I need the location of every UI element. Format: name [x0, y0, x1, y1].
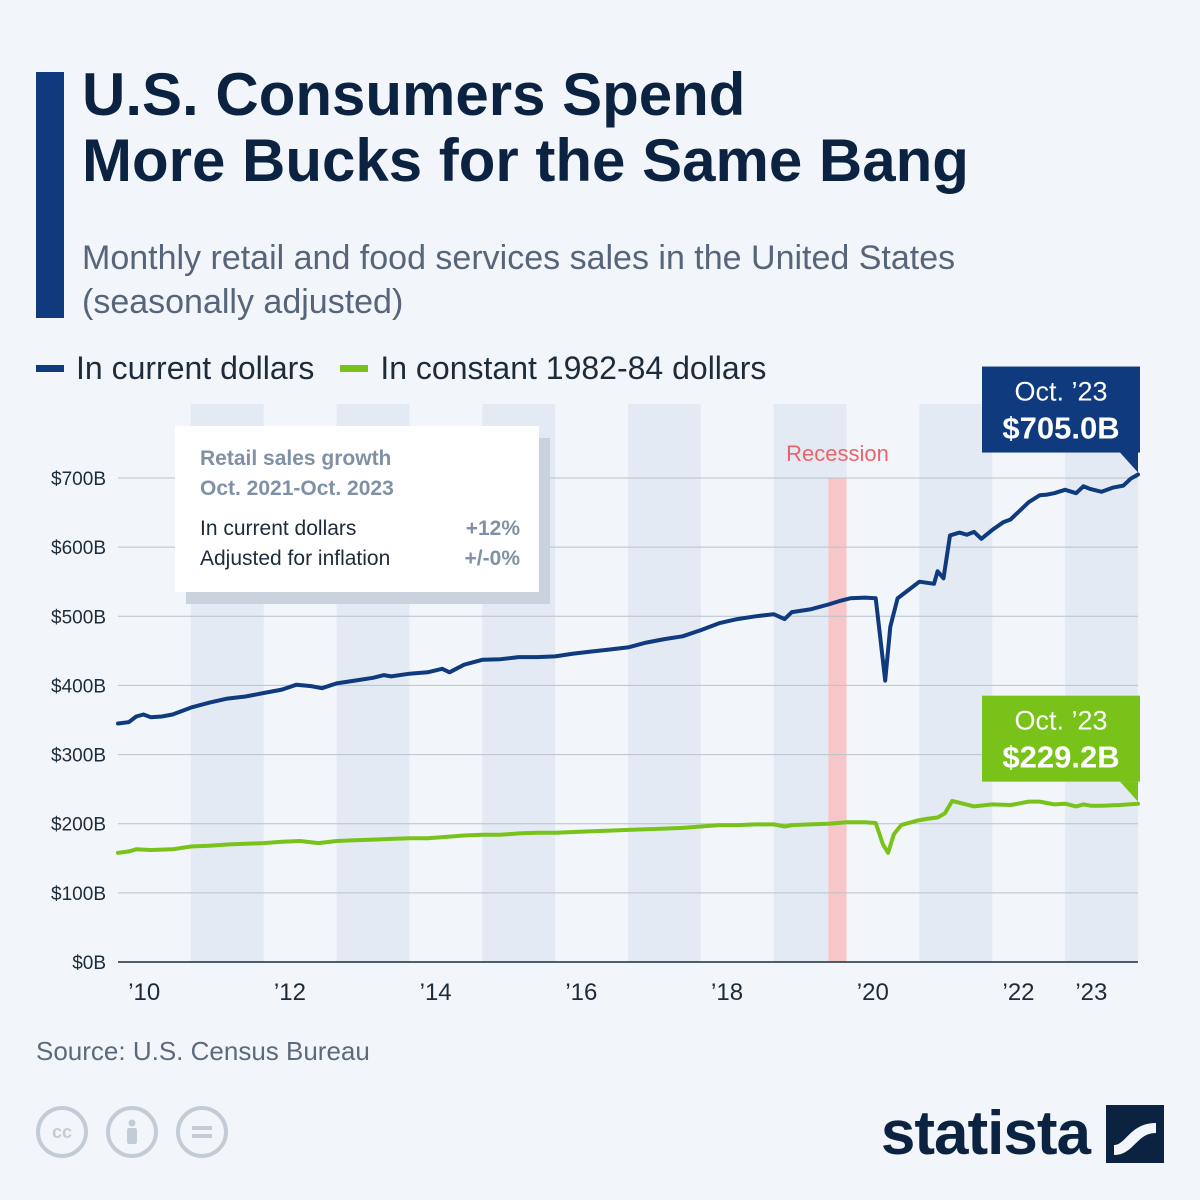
no-derivatives-icon[interactable] [176, 1106, 228, 1158]
x-tick-label: ’10 [128, 979, 160, 1006]
y-tick-label: $0B [72, 953, 106, 974]
title-line-2: More Bucks for the Same Bang [82, 127, 969, 194]
x-tick-label: ’16 [565, 979, 597, 1006]
year-band-5 [919, 404, 993, 962]
info-box-row2-value: +/-0% [465, 547, 521, 570]
year-band-6 [1065, 404, 1138, 962]
x-tick-label: ’12 [274, 979, 306, 1006]
callout-pointer [1120, 452, 1138, 473]
y-tick-label: $200B [51, 815, 106, 836]
y-tick-label: $300B [51, 746, 106, 767]
callout-value: $705.0B [1002, 411, 1119, 446]
recession-band [828, 478, 847, 962]
callout-value: $229.2B [1002, 740, 1119, 775]
info-box: Retail sales growth Oct. 2021-Oct. 2023 … [175, 426, 550, 604]
callout-box [982, 695, 1140, 782]
info-box-row1-value: +12% [466, 517, 521, 540]
x-tick-label: ’23 [1075, 979, 1107, 1006]
info-box-heading-1: Retail sales growth [200, 447, 391, 470]
chart-subtitle: Monthly retail and food services sales i… [82, 236, 1182, 324]
title-line-1: U.S. Consumers Spend [82, 61, 746, 128]
info-box-panel [175, 426, 539, 592]
x-tick-label: ’18 [711, 979, 743, 1006]
legend-item-constant: In constant 1982-84 dollars [340, 350, 766, 387]
year-band-3 [628, 404, 701, 962]
license-icons: cc [36, 1106, 228, 1158]
title-accent-bar [36, 72, 64, 318]
x-tick-label: ’20 [857, 979, 889, 1006]
cc-icon[interactable]: cc [36, 1106, 88, 1158]
callout-constant: Oct. ’23 $229.2B [982, 695, 1140, 802]
y-tick-label: $700B [51, 469, 106, 490]
attribution-icon[interactable] [106, 1106, 158, 1158]
callout-date: Oct. ’23 [1014, 377, 1107, 407]
y-tick-label: $500B [51, 607, 106, 628]
x-tick-label: ’14 [420, 979, 452, 1006]
brand-logo[interactable]: statista [881, 1098, 1164, 1169]
statista-mark-icon [1106, 1104, 1164, 1163]
recession-label: Recession [786, 441, 889, 466]
info-box-row1-label: In current dollars [200, 517, 356, 540]
series-line-current [116, 472, 1140, 726]
legend-swatch-current [36, 365, 64, 372]
legend: In current dollars In constant 1982-84 d… [36, 350, 766, 387]
legend-item-current: In current dollars [36, 350, 314, 387]
subtitle-line-1: Monthly retail and food services sales i… [82, 239, 956, 277]
legend-label-constant: In constant 1982-84 dollars [380, 350, 767, 386]
callout-pointer [1120, 781, 1138, 802]
y-tick-label: $400B [51, 676, 106, 697]
x-tick-label: ’22 [1002, 979, 1034, 1006]
callout-current: Oct. ’23 $705.0B [982, 366, 1140, 473]
y-tick-label: $100B [51, 884, 106, 905]
subtitle-line-2: (seasonally adjusted) [82, 283, 404, 321]
brand-name: statista [880, 1099, 1091, 1168]
source-note: Source: U.S. Census Bureau [36, 1036, 370, 1066]
chart-title: U.S. Consumers Spend More Bucks for the … [82, 62, 1172, 194]
y-tick-label: $600B [51, 538, 106, 559]
info-box-heading-2: Oct. 2021-Oct. 2023 [200, 477, 394, 500]
callout-date: Oct. ’23 [1014, 706, 1107, 736]
legend-label-current: In current dollars [76, 350, 315, 386]
chart-area: Recession $0B $100B $200B $300B $400B $500B $6… [51, 366, 1140, 1006]
series-line-constant [116, 798, 1140, 855]
callout-box [982, 366, 1140, 453]
info-box-row2-label: Adjusted for inflation [200, 547, 390, 570]
legend-swatch-constant [340, 365, 369, 372]
